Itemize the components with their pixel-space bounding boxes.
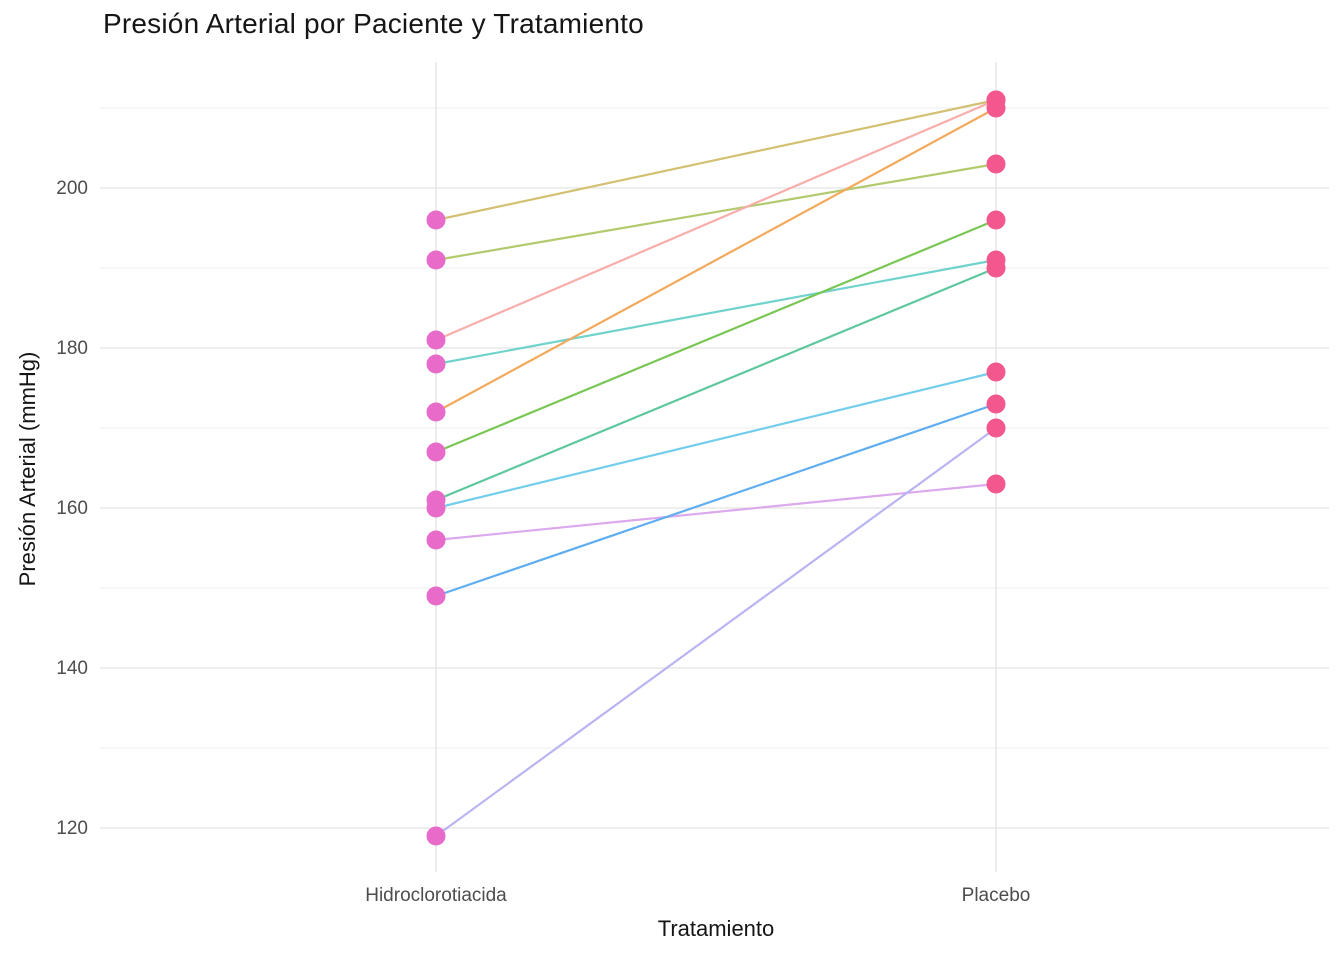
data-point — [426, 250, 446, 270]
data-point — [986, 258, 1006, 278]
patient-line — [435, 98, 997, 342]
patient-line — [435, 98, 997, 222]
data-point — [426, 586, 446, 606]
patient-line — [435, 427, 997, 837]
y-tick-label: 200 — [56, 178, 88, 199]
chart-title: Presión Arterial por Paciente y Tratamie… — [103, 8, 644, 39]
patient-line — [435, 370, 997, 510]
data-point — [986, 418, 1006, 438]
data-point — [986, 394, 1006, 414]
y-tick-label: 120 — [56, 818, 88, 839]
data-point — [426, 210, 446, 230]
data-point — [986, 362, 1006, 382]
data-point — [426, 530, 446, 550]
patient-line — [435, 107, 997, 413]
data-point — [986, 154, 1006, 174]
data-point — [426, 826, 446, 846]
data-point — [426, 442, 446, 462]
y-tick-label: 160 — [56, 498, 88, 519]
patient-line — [435, 402, 997, 598]
data-point — [986, 210, 1006, 230]
patient-line — [435, 218, 997, 454]
data-point — [426, 330, 446, 350]
x-tick-label: Placebo — [961, 885, 1031, 906]
y-tick-label: 140 — [56, 658, 88, 679]
y-tick-label: 180 — [56, 338, 88, 359]
patient-line — [435, 162, 997, 262]
data-point — [986, 98, 1006, 118]
patient-line — [435, 266, 997, 502]
data-point — [986, 474, 1006, 494]
data-point — [426, 354, 446, 374]
data-point — [426, 402, 446, 422]
patient-line — [435, 258, 997, 366]
patient-line — [435, 482, 997, 542]
x-axis-title: Tratamiento — [657, 916, 775, 941]
x-tick-label: Hidroclorotiacida — [365, 885, 507, 906]
data-point — [426, 498, 446, 518]
